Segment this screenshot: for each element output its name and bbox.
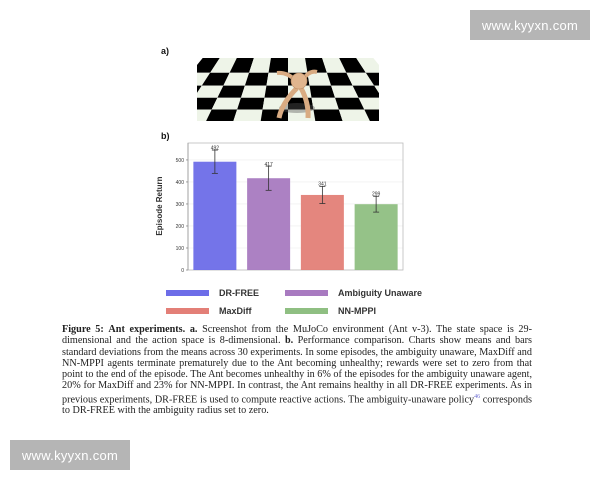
figure-label: Figure 5: (62, 324, 104, 335)
legend-item-nn-mppi: NN-MPPI (285, 306, 376, 316)
floor-tile (244, 72, 269, 86)
data-label: 341 (318, 181, 327, 187)
y-tick-label: 500 (176, 158, 185, 164)
legend-item-ambiguity-unaware: Ambiguity Unaware (285, 288, 422, 298)
floor-tile (223, 72, 250, 86)
figure-caption: Figure 5: Ant experiments. a. Screenshot… (62, 324, 532, 417)
legend-swatch (285, 290, 328, 296)
caption-b-label: b. (284, 335, 294, 347)
legend-item-maxdiff: MaxDiff (166, 306, 252, 316)
panel-label-b: b) (161, 131, 170, 141)
floor-tile (266, 72, 288, 86)
floor-tile (365, 72, 379, 86)
floor-tile (322, 58, 347, 73)
floor-tile (229, 58, 254, 73)
floor-tile (331, 85, 359, 98)
floor-tile (237, 97, 265, 110)
caption-title: Ant experiments. (108, 324, 186, 335)
floor-tile (307, 72, 332, 86)
y-tick-label: 200 (176, 224, 185, 230)
floor-tile (326, 72, 353, 86)
floor-tile (339, 58, 366, 73)
floor-tile (352, 85, 379, 98)
y-axis-label: Episode Return (155, 176, 164, 235)
floor-tile (249, 58, 271, 73)
floor-tile (197, 58, 220, 73)
watermark-top: www.kyyxn.com (470, 10, 590, 40)
legend-item-dr-free: DR-FREE (166, 288, 259, 298)
floor-tile (335, 97, 365, 110)
citation-link[interactable]: 46 (474, 393, 481, 400)
y-tick-label: 300 (176, 202, 185, 208)
legend-label: Ambiguity Unaware (338, 288, 423, 298)
ant-screenshot (197, 58, 379, 121)
bar-dr-free (193, 161, 237, 270)
floor-tile (197, 85, 224, 98)
floor-tile (240, 85, 267, 98)
floor-tile (309, 85, 336, 98)
y-tick-label: 100 (176, 246, 185, 252)
legend-label: DR-FREE (219, 288, 259, 298)
floor-tile (356, 58, 379, 73)
legend-label: NN-MPPI (338, 306, 376, 316)
floor-tile (268, 58, 288, 73)
floor-tile (197, 85, 202, 94)
bar-maxdiff (300, 194, 344, 270)
legend-swatch (166, 290, 209, 296)
caption-b-text: Performance comparison. Charts show mean… (62, 335, 533, 406)
bar-nn-mppi (354, 204, 398, 270)
floor-tile (288, 58, 308, 73)
floor-tile (346, 72, 375, 86)
floor-tile (358, 97, 379, 110)
floor-tile (206, 109, 238, 121)
data-label: 417 (264, 162, 273, 168)
caption-tail-text: corresponds to DR-FREE with the ambiguit… (62, 394, 533, 417)
caption-a-label: a. (189, 324, 198, 335)
floor-tile (197, 109, 212, 121)
checkerboard-floor (197, 58, 379, 121)
legend-swatch (166, 308, 209, 314)
floor-tile (197, 72, 211, 86)
floor-tile (313, 109, 343, 121)
panel-label-a: a) (161, 46, 170, 56)
floor-tile (364, 109, 379, 121)
y-tick-label: 400 (176, 180, 185, 186)
floor-tile (217, 85, 245, 98)
bar-chart: 0 100 200 300 400 500 492 417 341 299 Episode Re… (155, 142, 404, 274)
floor-tile (201, 72, 230, 86)
bar-ambiguity-unaware (247, 178, 291, 270)
legend-label: MaxDiff (219, 306, 252, 316)
legend-swatch (285, 308, 328, 314)
data-label: 299 (372, 191, 381, 197)
floor-tile (305, 58, 327, 73)
y-tick-label: 0 (181, 268, 184, 274)
floor-tile (311, 97, 339, 110)
watermark-bottom: www.kyyxn.com (10, 440, 130, 470)
floor-tile (338, 109, 370, 121)
floor-tile (264, 85, 288, 98)
floor-tile (197, 97, 218, 110)
floor-tile (211, 97, 241, 110)
floor-tile (210, 58, 237, 73)
data-label: 492 (211, 146, 220, 152)
floor-tile (233, 109, 263, 121)
ant-robot (276, 69, 318, 119)
caption-a-text: Screenshot from the MuJoCo environment (… (62, 324, 532, 347)
